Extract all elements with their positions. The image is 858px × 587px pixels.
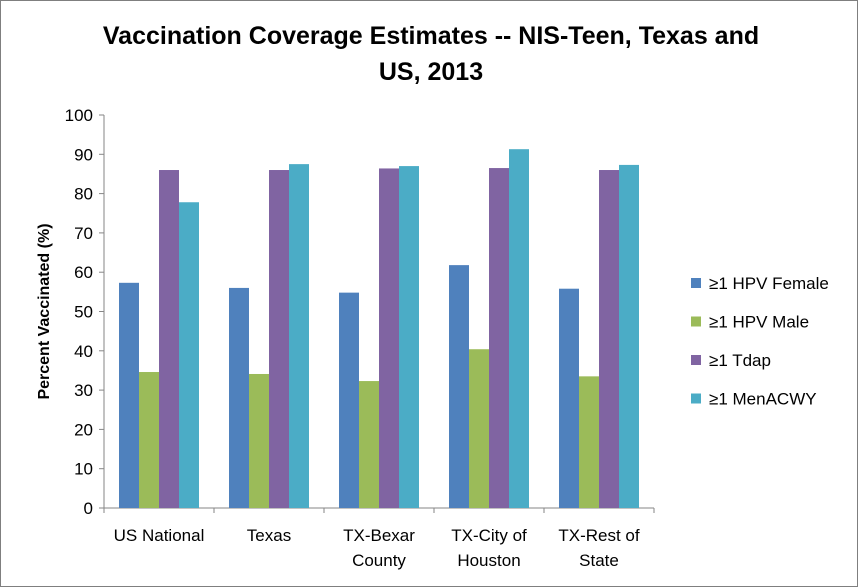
bar [179, 202, 199, 508]
bar [489, 168, 509, 508]
y-tick-labels: 0 10 20 30 40 50 60 70 80 90 100 [65, 106, 93, 518]
y-tick-label: 70 [74, 224, 93, 243]
x-tick-label: TX-City of [451, 526, 527, 545]
legend-swatch [691, 316, 701, 327]
legend-label: ≥1 HPV Female [709, 274, 829, 293]
x-tick-label: US National [114, 526, 205, 545]
y-axis-label-text: Percent Vaccinated (%) [36, 223, 53, 399]
x-tick-label: Houston [457, 551, 520, 570]
y-tick-label: 10 [74, 460, 93, 479]
bar [269, 170, 289, 508]
x-tick-label: Texas [247, 526, 291, 545]
x-tick-label: County [352, 551, 406, 570]
y-axis-label: Percent Vaccinated (%) [36, 223, 53, 399]
bar [599, 170, 619, 508]
bar [469, 349, 489, 508]
y-tick-label: 60 [74, 263, 93, 282]
bar [119, 282, 139, 508]
legend-label: ≥1 Tdap [709, 351, 771, 370]
chart-title-line: Vaccination Coverage Estimates -- NIS-Te… [103, 22, 759, 50]
y-tick-label: 30 [74, 381, 93, 400]
y-tick-label: 20 [74, 420, 93, 439]
y-tick-label: 40 [74, 342, 93, 361]
bar [619, 164, 639, 508]
bar [559, 288, 579, 508]
bar [449, 265, 469, 508]
legend-swatch [691, 278, 701, 288]
bar [399, 166, 419, 508]
bar [139, 372, 159, 508]
y-tick-label: 80 [74, 185, 93, 204]
chart-title: Vaccination Coverage Estimates -- NIS-Te… [103, 22, 759, 86]
bar [159, 170, 179, 508]
x-tick-label: State [579, 551, 619, 570]
bars [119, 149, 639, 509]
bar [509, 149, 529, 509]
legend-label: ≥1 MenACWY [709, 390, 817, 409]
bar [289, 164, 309, 508]
y-tick-label: 50 [74, 303, 93, 322]
legend-swatch [691, 393, 701, 404]
y-tick-label: 90 [74, 145, 93, 164]
x-tick-label: TX-Rest of [558, 526, 640, 545]
chart-title-line: US, 2013 [379, 58, 483, 86]
x-tick-labels: US National Texas TX-Bexar County TX-City of… [114, 526, 640, 570]
bar [359, 381, 379, 508]
y-tick-label: 0 [84, 499, 93, 518]
legend: ≥1 HPV Female ≥1 HPV Male ≥1 Tdap ≥1 MenACW… [691, 274, 829, 409]
bar [229, 287, 249, 508]
y-tick-label: 100 [65, 106, 93, 125]
bar [339, 292, 359, 508]
bar [579, 376, 599, 508]
legend-swatch [691, 355, 701, 365]
bar [379, 168, 399, 508]
bar [249, 373, 269, 508]
legend-label: ≥1 HPV Male [709, 313, 809, 332]
x-tick-label: TX-Bexar [343, 526, 415, 545]
